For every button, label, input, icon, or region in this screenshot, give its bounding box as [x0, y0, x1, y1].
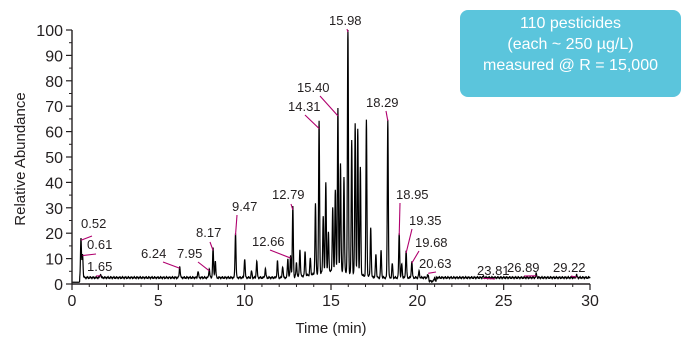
peak-leader-line — [209, 241, 214, 251]
peak-label: 0.52 — [81, 216, 106, 231]
peak-leader-line — [234, 214, 238, 236]
info-box-line-1: 110 pesticides — [519, 15, 622, 32]
peak-leader-line — [304, 114, 320, 129]
peak-leader-line — [428, 271, 437, 274]
peak-leader-line — [346, 28, 349, 33]
y-tick-label: 50 — [45, 150, 63, 167]
x-tick-label: 30 — [581, 293, 599, 310]
peak-label: 20.63 — [419, 256, 452, 271]
y-tick-label: 80 — [45, 74, 63, 91]
peak-label: 12.79 — [272, 187, 305, 202]
peak-label: 6.24 — [141, 246, 166, 261]
peak-label: 15.98 — [329, 13, 362, 28]
peak-leader-line — [319, 95, 339, 117]
peak-label: 23.81 — [477, 263, 510, 278]
peak-label: 26.89 — [507, 260, 540, 275]
peak-leader-line — [405, 228, 413, 254]
x-tick-label: 0 — [68, 293, 77, 310]
y-axis-title: Relative Abundance — [12, 92, 29, 225]
peak-leader-line — [483, 277, 496, 280]
chromatogram-trace — [72, 29, 591, 284]
peak-leader-line — [162, 261, 180, 269]
leader-layer — [80, 28, 577, 280]
peak-leader-line — [82, 253, 97, 257]
info-box-line-2: (each ~ 250 µg/L) — [507, 36, 634, 53]
y-tick-label: 10 — [45, 252, 63, 269]
x-tick-label: 20 — [408, 293, 426, 310]
peak-label: 29.22 — [553, 260, 586, 275]
axes-layer: 0 10 20 30 40 50 60 70 80 90 100 0 5 10 15 20 25 30 — [36, 23, 599, 310]
y-tick-label: 30 — [45, 201, 63, 218]
x-tick-label: 25 — [495, 293, 513, 310]
y-tick-label: 40 — [45, 175, 63, 192]
peak-leader-line — [570, 275, 577, 278]
x-axis-title: Time (min) — [295, 320, 366, 337]
y-tick-label: 20 — [45, 226, 63, 243]
y-tick-label: 90 — [45, 48, 63, 65]
x-tick-label: 5 — [154, 293, 163, 310]
peak-leader-line — [398, 202, 401, 236]
y-tick-label: 0 — [54, 277, 63, 294]
peak-label: 19.35 — [409, 213, 442, 228]
peak-leader-line — [269, 249, 291, 259]
peak-label: 14.31 — [288, 99, 321, 114]
peak-leader-line — [385, 110, 389, 121]
y-tick-label: 70 — [45, 99, 63, 116]
peak-label: 18.29 — [366, 95, 399, 110]
peak-label: 7.95 — [177, 246, 202, 261]
peak-label-layer: 0.52 0.61 1.65 6.24 7.95 8.17 9.47 12.66 12.79 14… — [81, 13, 586, 278]
peak-label: 0.61 — [87, 237, 112, 252]
peak-label: 18.95 — [396, 187, 429, 202]
peak-leader-line — [80, 235, 93, 241]
info-box-line-3: measured @ R = 15,000 — [482, 57, 658, 74]
peak-leader-line — [290, 203, 294, 210]
peak-label: 1.65 — [87, 259, 112, 274]
peak-label: 12.66 — [252, 234, 285, 249]
y-tick-label: 60 — [45, 125, 63, 142]
peak-leader-line — [197, 261, 210, 272]
peak-label: 8.17 — [196, 225, 221, 240]
peak-label: 9.47 — [232, 199, 257, 214]
y-tick-label: 100 — [36, 23, 63, 40]
x-tick-label: 15 — [322, 293, 340, 310]
peak-label: 15.40 — [297, 80, 330, 95]
peak-label: 19.68 — [415, 235, 448, 250]
x-tick-label: 10 — [236, 293, 254, 310]
peak-leader-line — [411, 250, 420, 264]
info-box: 110 pesticides (each ~ 250 µg/L) measure… — [460, 10, 681, 97]
trace-layer — [72, 29, 591, 284]
